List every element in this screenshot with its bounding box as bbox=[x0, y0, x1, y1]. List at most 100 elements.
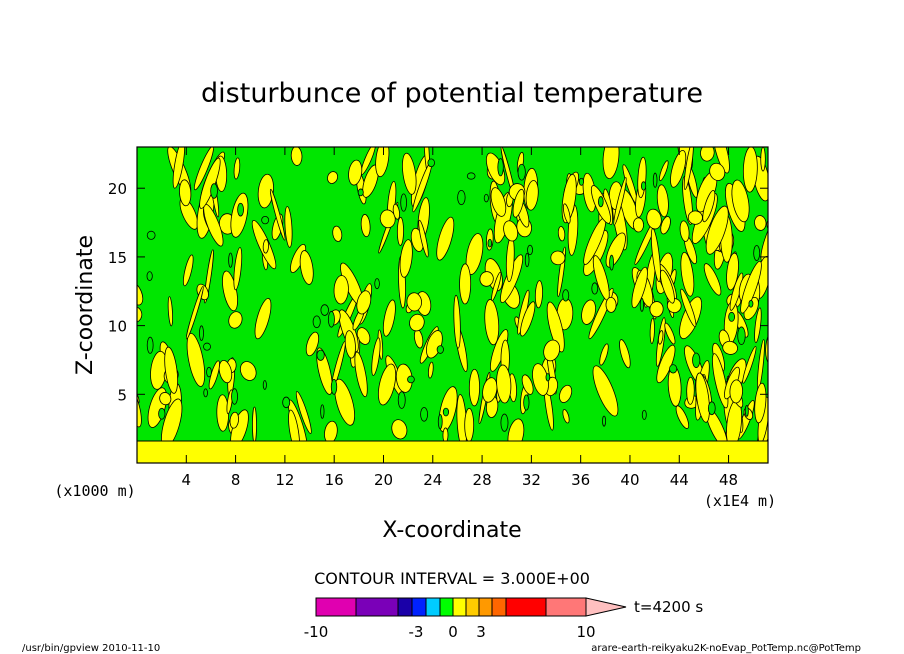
contour-region bbox=[632, 217, 644, 233]
contour-hole bbox=[591, 282, 599, 295]
contour-region bbox=[722, 340, 738, 355]
contour-region bbox=[656, 184, 669, 218]
contour-hole bbox=[436, 345, 444, 354]
plot-area bbox=[137, 147, 796, 463]
contour-region bbox=[496, 364, 512, 404]
footer-right: arare-earth-reikyaku2K-noEvap_PotTemp.nc… bbox=[591, 643, 861, 654]
colorbar-bin bbox=[355, 597, 399, 617]
contour-region bbox=[687, 210, 703, 225]
contour-region bbox=[137, 386, 142, 428]
contour-hole bbox=[228, 252, 233, 268]
contour-hole bbox=[420, 407, 429, 422]
contour-region bbox=[742, 147, 758, 193]
contour-hole bbox=[692, 352, 701, 368]
time-label: t=4200 s bbox=[634, 598, 703, 616]
contour-region bbox=[327, 171, 339, 184]
contour-region bbox=[396, 216, 404, 246]
contour-region bbox=[239, 361, 257, 381]
contour-region bbox=[599, 343, 609, 366]
contour-region bbox=[679, 220, 690, 242]
contour-region bbox=[592, 365, 619, 417]
contour-hole bbox=[483, 193, 489, 203]
colorbar-bin bbox=[397, 597, 413, 617]
contour-hole bbox=[320, 304, 329, 316]
contour-region bbox=[427, 361, 434, 379]
contour-region bbox=[377, 363, 397, 406]
contour-region bbox=[675, 405, 690, 429]
contour-region bbox=[664, 322, 676, 345]
contour-hole bbox=[199, 325, 204, 341]
contour-region bbox=[334, 378, 355, 426]
colorbar-bin bbox=[315, 597, 357, 617]
contour-hole bbox=[748, 299, 754, 308]
x-unit-label: (x1E4 m) bbox=[704, 492, 776, 510]
contour-region bbox=[742, 345, 757, 384]
contour-hole bbox=[524, 252, 530, 268]
contour-region bbox=[712, 147, 730, 174]
contour-region bbox=[731, 179, 750, 223]
contour-region bbox=[550, 250, 566, 266]
contour-region bbox=[402, 152, 417, 195]
contour-hole bbox=[203, 388, 208, 398]
contour-region bbox=[254, 297, 272, 340]
contour-region bbox=[683, 147, 694, 190]
contour-region bbox=[290, 147, 303, 166]
y-tick-label: 10 bbox=[108, 318, 127, 336]
x-tick-label: 16 bbox=[325, 471, 344, 489]
contour-region bbox=[557, 226, 566, 242]
contour-region bbox=[779, 168, 796, 211]
colorbar-bin bbox=[478, 597, 493, 617]
contour-region bbox=[649, 317, 655, 344]
contour-region bbox=[332, 225, 343, 242]
contour-region bbox=[500, 254, 524, 303]
contour-region bbox=[703, 263, 722, 296]
contour-region bbox=[649, 301, 664, 318]
contour-region bbox=[344, 330, 356, 359]
contour-region bbox=[409, 313, 425, 332]
colorbar-bin bbox=[491, 597, 507, 617]
contour-region bbox=[392, 203, 400, 220]
colorbar-bin bbox=[411, 597, 427, 617]
contour-region bbox=[371, 337, 381, 376]
contour-hole bbox=[261, 215, 270, 225]
contour-hole bbox=[312, 315, 321, 329]
contour-hole bbox=[598, 196, 604, 208]
y-tick-label: 15 bbox=[108, 249, 127, 267]
contour-region bbox=[705, 205, 729, 255]
contour-region bbox=[356, 290, 372, 315]
contour-hole bbox=[282, 396, 291, 409]
contour-region bbox=[702, 190, 716, 223]
contour-region bbox=[520, 301, 536, 337]
contour-region bbox=[468, 368, 480, 407]
contour-region bbox=[137, 281, 144, 306]
contour-hole bbox=[641, 409, 647, 420]
contour-region bbox=[182, 254, 194, 287]
contour-interval: CONTOUR INTERVAL = 3.000E+00 bbox=[314, 569, 590, 588]
contour-region bbox=[700, 147, 715, 162]
contour-hole bbox=[753, 245, 761, 261]
contour-region bbox=[650, 228, 661, 283]
colorbar-extend-arrow bbox=[585, 597, 627, 617]
x-tick-label: 12 bbox=[275, 471, 294, 489]
contour-region bbox=[754, 215, 767, 231]
contour-hole bbox=[744, 404, 749, 417]
contour-region bbox=[233, 157, 241, 180]
contour-region bbox=[559, 384, 573, 403]
contour-region bbox=[581, 299, 596, 325]
contour-region bbox=[766, 216, 768, 233]
contour-hole bbox=[397, 391, 406, 409]
contour-hole bbox=[728, 311, 736, 322]
contour-region bbox=[436, 216, 455, 261]
contour-region bbox=[164, 346, 179, 394]
contour-hole bbox=[517, 163, 526, 181]
contour-hole bbox=[578, 177, 585, 186]
contour-region bbox=[418, 219, 429, 258]
contour-region bbox=[479, 271, 494, 287]
contour-region bbox=[602, 147, 620, 180]
contour-hole bbox=[602, 415, 606, 427]
contour-region bbox=[562, 203, 571, 224]
contour-hole bbox=[407, 375, 415, 384]
contour-region bbox=[491, 271, 502, 302]
colorbar-tick-label: 3 bbox=[476, 623, 486, 641]
contour-hole bbox=[374, 278, 380, 290]
